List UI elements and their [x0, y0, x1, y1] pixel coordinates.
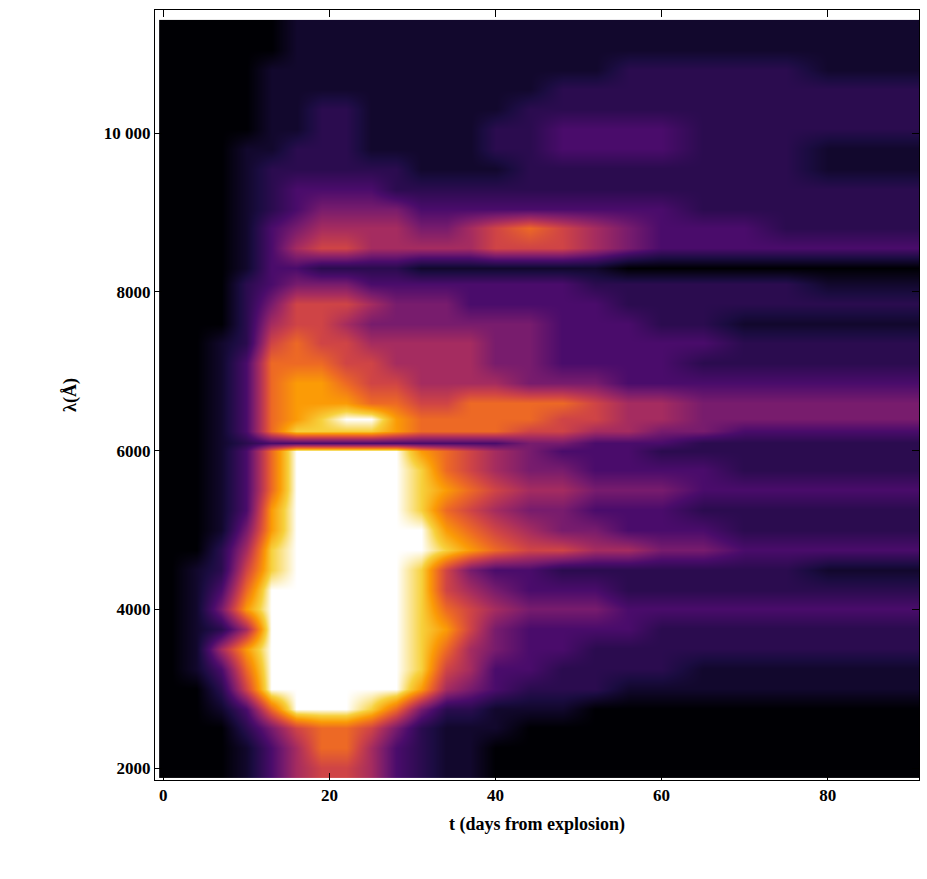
svg-text:40: 40 — [487, 786, 504, 805]
svg-text:60: 60 — [653, 786, 670, 805]
svg-text:2000: 2000 — [117, 759, 151, 778]
svg-text:t (days from explosion): t (days from explosion) — [449, 814, 625, 835]
svg-text:6000: 6000 — [117, 442, 151, 461]
svg-text:10 000: 10 000 — [104, 124, 151, 143]
svg-text:80: 80 — [819, 786, 836, 805]
svg-text:8000: 8000 — [117, 283, 151, 302]
svg-text:λ(Å): λ(Å) — [60, 378, 81, 412]
svg-text:20: 20 — [321, 786, 338, 805]
svg-text:4000: 4000 — [117, 600, 151, 619]
svg-text:0: 0 — [159, 786, 168, 805]
